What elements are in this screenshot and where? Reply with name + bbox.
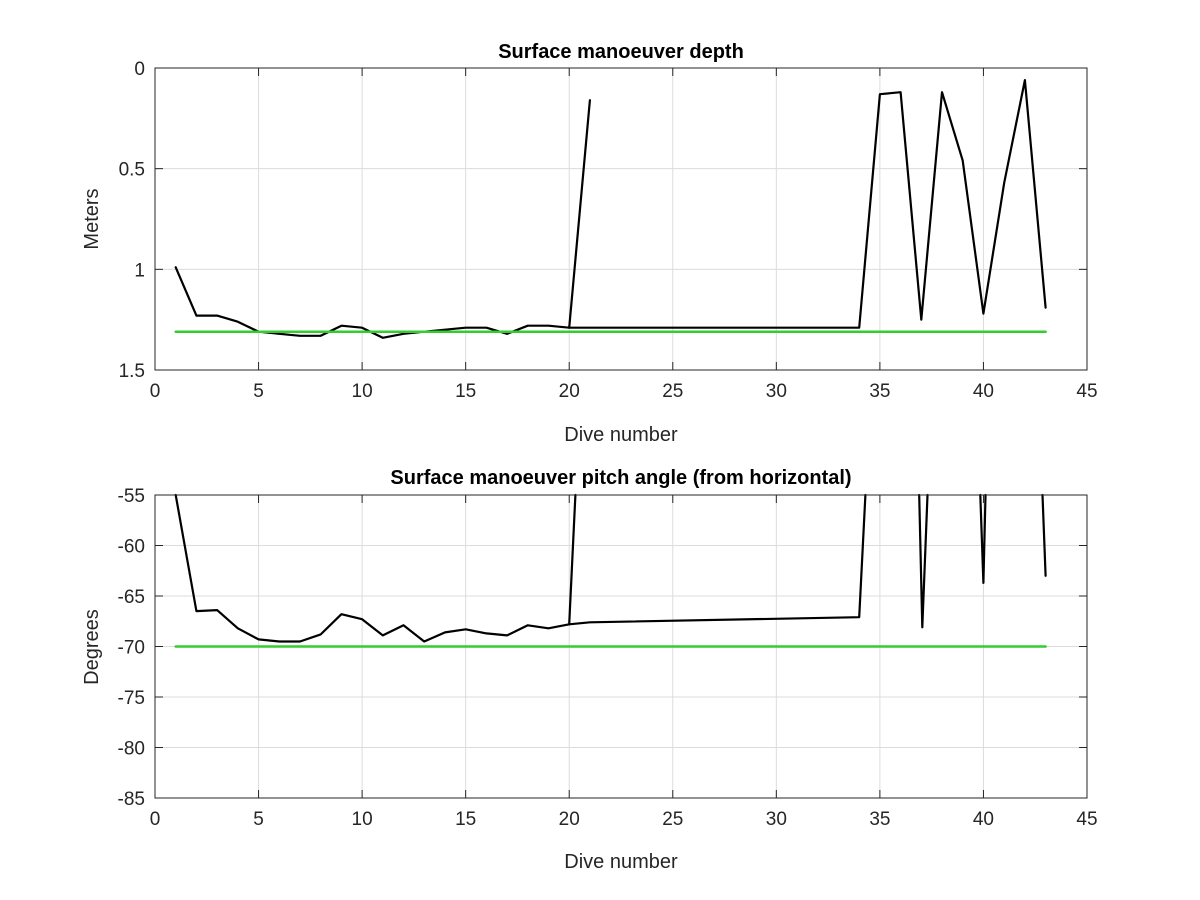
x-tick-label: 10 [352,809,373,830]
series-line [174,99,592,339]
x-tick-label: 25 [662,809,683,830]
y-tick-label: -85 [118,789,145,810]
y-tick-label: -65 [118,587,145,608]
y-ticks: -55 -60 -65 -70 -75 -80 -85 [118,486,1087,810]
y-tick-label: 1 [134,260,145,281]
panel-depth: Surface manoeuver depth 0 5 10 15 20 25 30 35 40… [81,41,1098,446]
x-tick-label: 40 [973,381,994,402]
x-tick-label: 25 [662,381,683,402]
plot-area [174,78,1047,339]
x-tick-label: 0 [150,381,161,402]
plot-area [174,493,1047,648]
x-tick-label: 5 [253,381,264,402]
y-ticks: 0 0.5 1 1.5 [119,59,1087,382]
x-tick-label: 20 [559,809,580,830]
series-line [918,493,929,629]
x-tick-label: 30 [766,381,787,402]
x-tick-label: 35 [869,381,890,402]
x-tick-label: 35 [869,809,890,830]
x-tick-label: 15 [455,381,476,402]
y-tick-label: 0.5 [119,160,145,181]
x-ticks: 0 5 10 15 20 25 30 35 40 45 [150,495,1098,830]
x-tick-label: 0 [150,809,161,830]
y-tick-label: 0 [134,59,145,80]
y-tick-label: -70 [118,638,145,659]
y-tick-label: -60 [118,537,145,558]
x-ticks: 0 5 10 15 20 25 30 35 40 45 [150,68,1098,402]
series-line [568,78,1047,329]
x-tick-label: 10 [352,381,373,402]
y-tick-label: -75 [118,688,145,709]
chart-title: Surface manoeuver depth [498,41,744,63]
series-line [1041,493,1047,577]
x-axis-label: Dive number [564,424,678,446]
x-tick-label: 40 [973,809,994,830]
axes-frame [154,67,1088,371]
x-tick-label: 45 [1076,381,1097,402]
series-line [174,493,577,643]
x-tick-label: 30 [766,809,787,830]
y-tick-label: -55 [118,486,145,507]
y-tick-label: -80 [118,739,145,760]
y-tick-label: 1.5 [119,361,145,382]
y-axis-label: Degrees [81,609,103,685]
chart-title: Surface manoeuver pitch angle (from hori… [390,467,851,489]
y-axis-label: Meters [81,188,103,249]
x-axis-label: Dive number [564,851,678,873]
x-tick-label: 5 [253,809,264,830]
x-tick-label: 20 [559,381,580,402]
panel-pitch: Surface manoeuver pitch angle (from hori… [81,467,1098,873]
series-line [568,493,867,626]
x-tick-label: 15 [455,809,476,830]
series-line [979,493,987,585]
x-tick-label: 45 [1076,809,1097,830]
